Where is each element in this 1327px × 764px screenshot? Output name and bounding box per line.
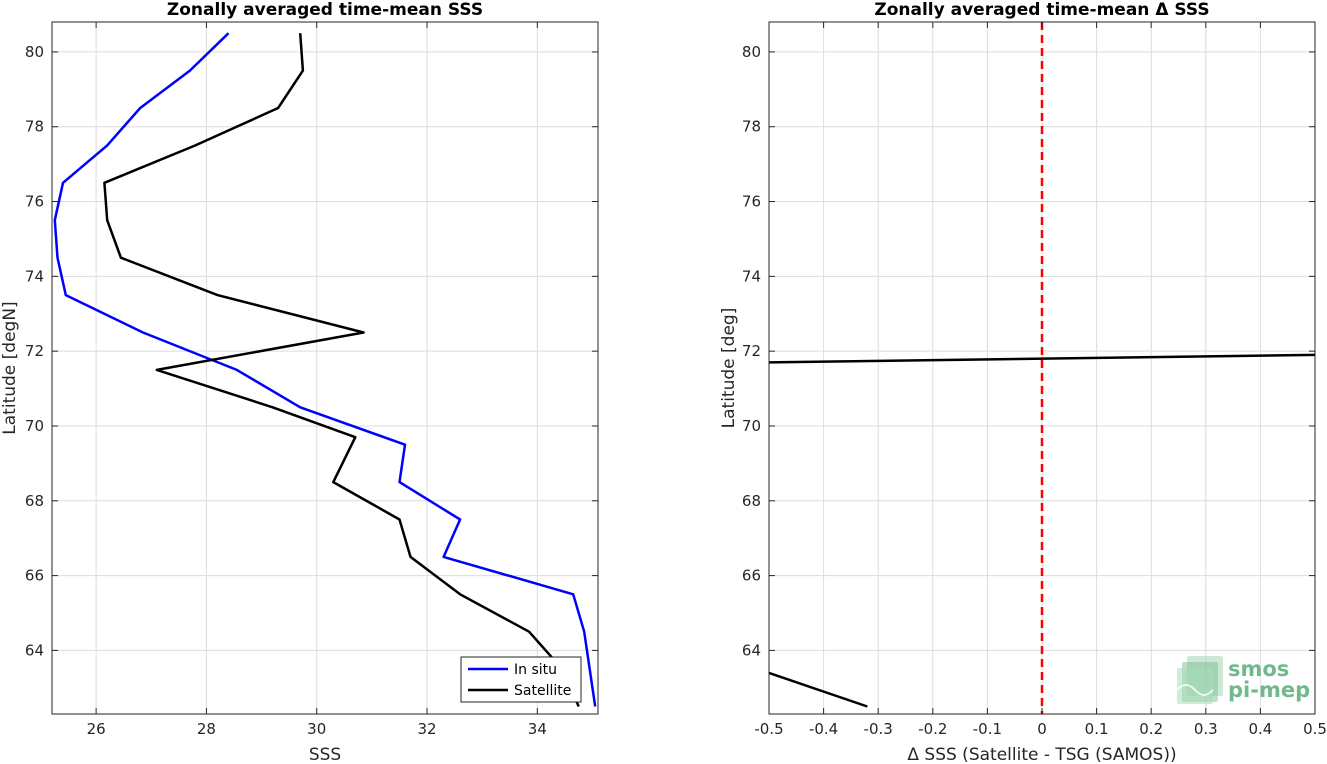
y-tick-label: 68 <box>25 492 44 510</box>
right-chart-title: Zonally averaged time-mean Δ SSS <box>874 0 1209 20</box>
legend-box <box>460 656 582 703</box>
x-tick-label: -0.2 <box>918 720 947 738</box>
left-series-group <box>53 32 597 708</box>
left-grid <box>52 22 598 714</box>
y-tick-label: 78 <box>742 118 761 136</box>
right-series-group <box>768 22 1316 714</box>
x-tick-label: 0.4 <box>1248 720 1272 738</box>
y-tick-label: 74 <box>25 267 44 285</box>
x-tick-label: -0.3 <box>864 720 893 738</box>
left-x-axis-label: SSS <box>309 745 341 764</box>
left-chart-title: Zonally averaged time-mean SSS <box>167 0 483 20</box>
left-plot-area <box>52 22 598 714</box>
y-tick-label: 70 <box>742 417 761 435</box>
x-tick-label: 0.2 <box>1139 720 1163 738</box>
y-tick-label: 72 <box>742 342 761 360</box>
left-axes-box <box>51 21 599 715</box>
smos-pi-mep-logo: smos pi-mep <box>1176 656 1310 704</box>
x-tick-label: 34 <box>528 720 547 738</box>
watermark-line1: smos <box>1228 657 1289 681</box>
y-tick-label: 78 <box>25 118 44 136</box>
series-line-0-0 <box>53 32 597 707</box>
left-chart-panel: 26 28 30 32 34 64 66 68 70 72 74 76 78 80 Zonally ave… <box>0 0 599 764</box>
x-tick-label: 0.5 <box>1303 720 1327 738</box>
x-tick-label: 0.1 <box>1085 720 1109 738</box>
right-x-axis-label: Δ SSS (Satellite - TSG (SAMOS)) <box>907 745 1176 764</box>
x-tick-label: 0.3 <box>1194 720 1218 738</box>
x-tick-label: 32 <box>417 720 436 738</box>
x-tick-label: 30 <box>307 720 326 738</box>
y-tick-label: 72 <box>25 342 44 360</box>
y-tick-label: 66 <box>742 567 761 585</box>
right-chart-panel: -0.5 -0.4 -0.3 -0.2 -0.1 0 0.1 0.2 0.3 0.4 0.5 64 66… <box>719 0 1327 764</box>
watermark-line2: pi-mep <box>1228 678 1310 702</box>
series-line-1-1 <box>768 671 868 708</box>
x-tick-label: -0.1 <box>973 720 1002 738</box>
series-line-0-1 <box>103 33 580 708</box>
y-tick-label: 76 <box>25 193 44 211</box>
y-tick-label: 68 <box>742 492 761 510</box>
y-tick-label: 80 <box>742 43 761 61</box>
legend: In situ Satellite <box>460 656 582 703</box>
series-line-1-0 <box>768 353 1316 364</box>
x-tick-label: -0.4 <box>809 720 838 738</box>
left-y-axis-label: Latitude [degN] <box>0 301 20 434</box>
y-tick-label: 74 <box>742 267 761 285</box>
right-ticks: -0.5 -0.4 -0.3 -0.2 -0.1 0 0.1 0.2 0.3 0.4 0.5 64 66… <box>742 22 1327 738</box>
right-y-axis-label: Latitude [deg] <box>719 308 739 429</box>
y-tick-label: 80 <box>25 43 44 61</box>
wave-logo-icon <box>1176 656 1223 704</box>
y-tick-label: 70 <box>25 417 44 435</box>
legend-label-in-situ: In situ <box>514 662 557 678</box>
x-tick-label: 28 <box>197 720 216 738</box>
left-ticks: 26 28 30 32 34 64 66 68 70 72 74 76 78 80 <box>25 22 598 738</box>
legend-label-satellite: Satellite <box>514 683 571 699</box>
y-tick-label: 64 <box>25 641 44 659</box>
y-tick-label: 66 <box>25 567 44 585</box>
y-tick-label: 64 <box>742 641 761 659</box>
x-tick-label: -0.5 <box>754 720 783 738</box>
x-tick-label: 0 <box>1037 720 1047 738</box>
y-tick-label: 76 <box>742 193 761 211</box>
x-tick-label: 26 <box>87 720 106 738</box>
